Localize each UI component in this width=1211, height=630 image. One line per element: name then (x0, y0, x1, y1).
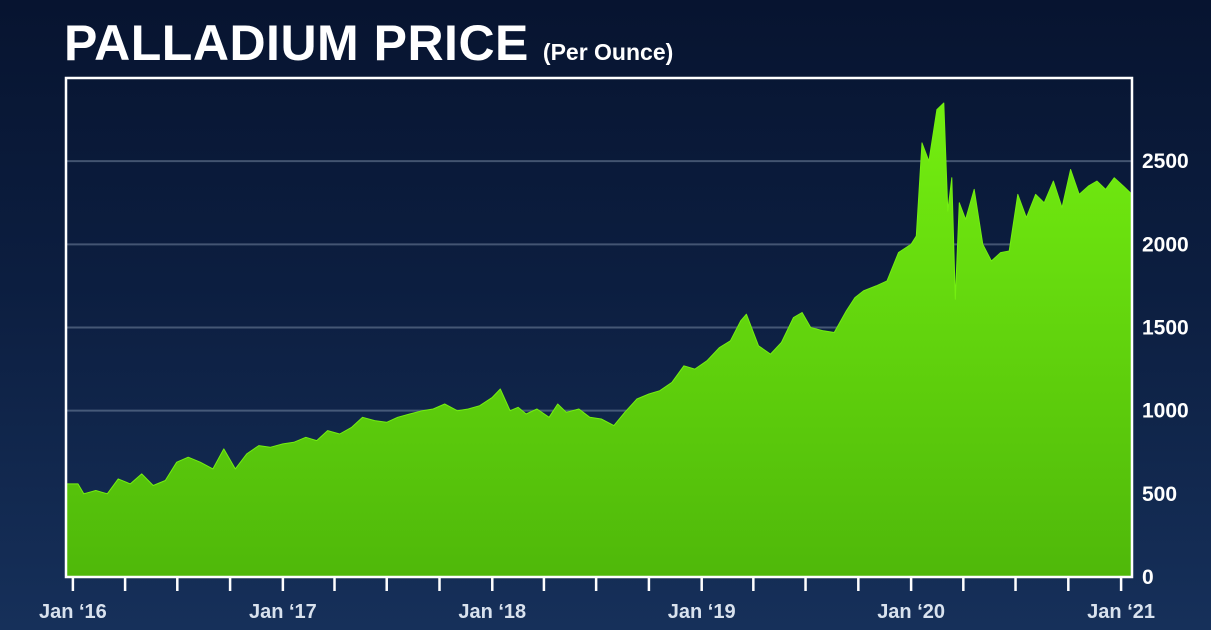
price-area (65, 102, 1133, 578)
x-tick-label-2016: Jan ‘16 (39, 601, 107, 623)
y-tick-label-2500: 2500 (1142, 150, 1189, 173)
plot-frame (64, 76, 1134, 579)
x-tick-label-2020: Jan ‘20 (877, 601, 945, 623)
chart-title: PALLADIUM PRICE (64, 15, 529, 71)
y-axis-ticks: 0 500 1000 1500 2000 2500 (1142, 150, 1189, 589)
x-tick-label-2018: Jan ‘18 (458, 601, 526, 623)
y-tick-label-1000: 1000 (1142, 400, 1189, 423)
y-tick-label-500: 500 (1142, 483, 1177, 506)
x-tick-label-2021: Jan ‘21 (1087, 601, 1155, 623)
y-tick-label-1500: 1500 (1142, 317, 1189, 340)
y-tick-label-0: 0 (1142, 566, 1154, 589)
x-axis-ticks: Jan ‘16 Jan ‘17 Jan ‘18 Jan ‘19 Jan ‘20 Jan ‘… (39, 577, 1155, 623)
x-tick-label-2019: Jan ‘19 (668, 601, 736, 623)
x-tick-label-2017: Jan ‘17 (249, 601, 317, 623)
chart-subtitle: (Per Ounce) (542, 39, 674, 65)
chart-title-row: PALLADIUM PRICE (Per Ounce) (64, 14, 673, 72)
y-tick-label-2000: 2000 (1142, 233, 1189, 256)
